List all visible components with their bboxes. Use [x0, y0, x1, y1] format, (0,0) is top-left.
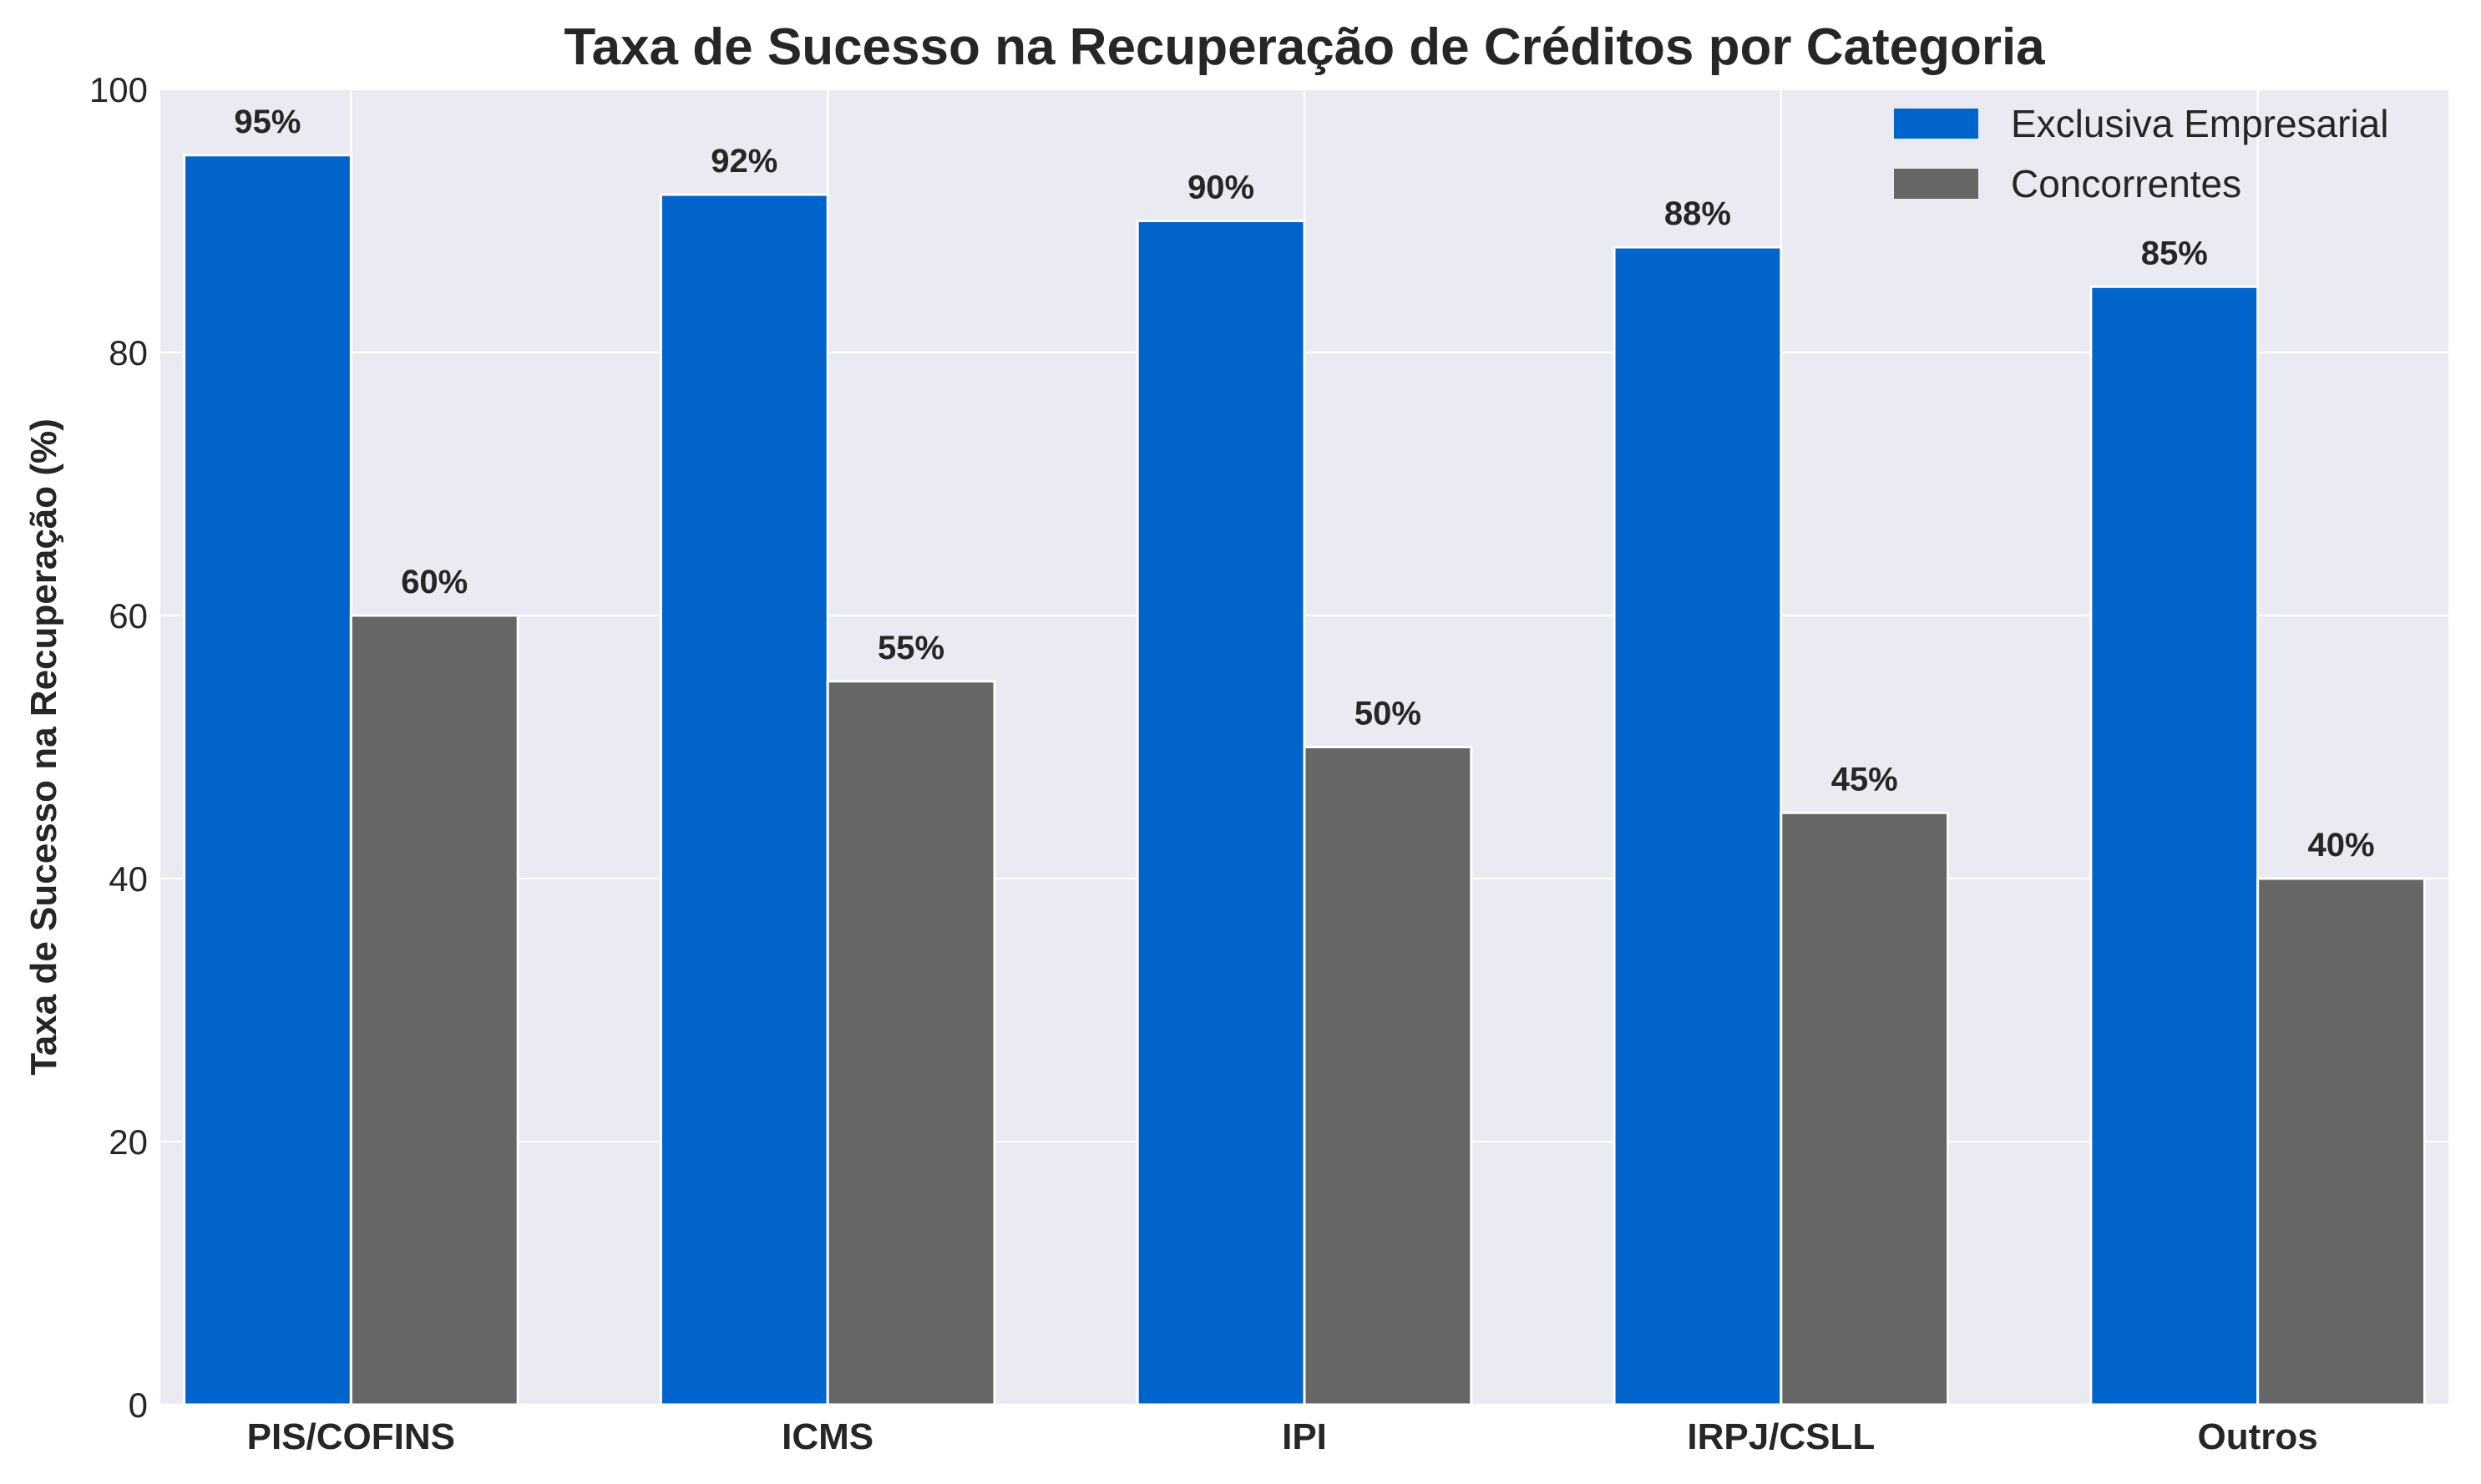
data-label: 50% — [1354, 696, 1421, 732]
y-tick-label: 60 — [109, 596, 148, 636]
x-axis-ticks: PIS/COFINS ICMS IPI IRPJ/CSLL Outros — [247, 1416, 2318, 1457]
legend-label: Exclusiva Empresarial — [2011, 102, 2388, 145]
x-tick-label: Outros — [2198, 1416, 2318, 1457]
bar-exclusiva-2 — [1136, 220, 1306, 1406]
chart-title: Taxa de Sucesso na Recuperação de Crédit… — [564, 18, 2045, 76]
data-label: 92% — [711, 143, 777, 180]
bar-exclusiva-3 — [1613, 246, 1783, 1406]
data-labels: 95% 92% 90% 88% 85% 60% 55% 50% 45% 40% — [234, 104, 2374, 864]
y-axis-ticks: 0 20 40 60 80 100 — [89, 70, 148, 1425]
x-tick-label: PIS/COFINS — [247, 1416, 455, 1457]
bar-concorrentes-4 — [2256, 877, 2426, 1406]
bars — [183, 154, 2426, 1406]
legend: Exclusiva Empresarial Concorrentes — [1894, 102, 2388, 205]
data-label: 90% — [1187, 170, 1254, 206]
y-tick-label: 80 — [109, 333, 148, 372]
bar-exclusiva-0 — [183, 154, 352, 1406]
bar-concorrentes-0 — [349, 614, 519, 1406]
y-tick-label: 0 — [129, 1385, 148, 1425]
bar-concorrentes-2 — [1303, 746, 1473, 1406]
y-tick-label: 100 — [89, 70, 148, 109]
data-label: 88% — [1664, 195, 1731, 232]
data-label: 55% — [878, 630, 944, 666]
bar-exclusiva-4 — [2089, 285, 2260, 1406]
x-tick-label: IPI — [1282, 1416, 1327, 1457]
data-label: 45% — [1831, 761, 1898, 798]
data-label: 95% — [234, 104, 301, 140]
bar-concorrentes-1 — [826, 680, 996, 1406]
legend-label: Concorrentes — [2011, 162, 2241, 205]
y-tick-label: 20 — [109, 1122, 148, 1162]
y-tick-label: 40 — [109, 859, 148, 899]
data-label: 60% — [401, 564, 468, 600]
x-tick-label: IRPJ/CSLL — [1687, 1416, 1875, 1457]
data-label: 40% — [2308, 827, 2375, 864]
bar-exclusiva-1 — [659, 193, 829, 1406]
legend-swatch — [1894, 109, 1978, 139]
data-label: 85% — [2141, 235, 2208, 271]
x-tick-label: ICMS — [782, 1416, 873, 1457]
y-axis-title: Taxa de Sucesso na Recuperação (%) — [23, 418, 64, 1076]
bar-concorrentes-3 — [1780, 811, 1950, 1406]
legend-swatch — [1894, 169, 1978, 199]
